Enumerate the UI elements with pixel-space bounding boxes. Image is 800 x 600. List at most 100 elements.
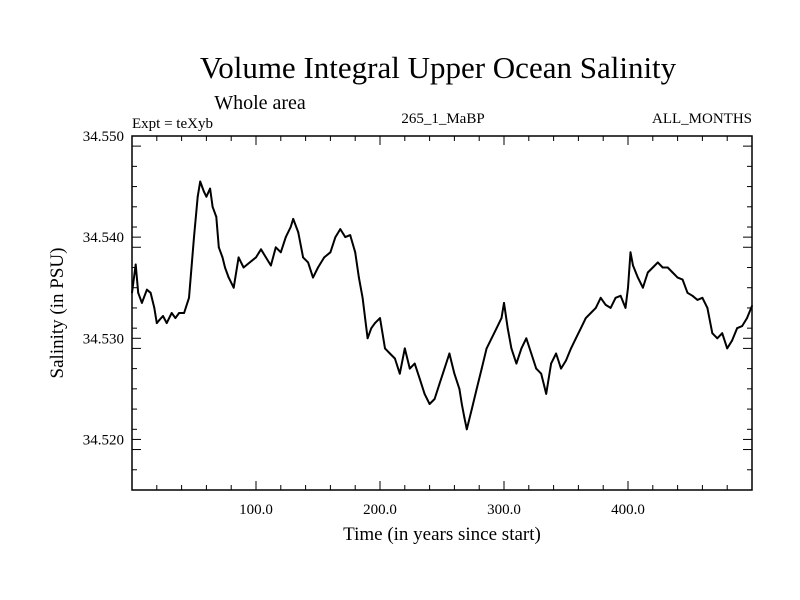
- data-point: [433, 398, 436, 400]
- data-point: [463, 416, 466, 419]
- data-point: [255, 256, 257, 259]
- data-point: [137, 291, 140, 294]
- data-point: [614, 296, 617, 299]
- data-point: [205, 195, 208, 198]
- data-point: [681, 278, 684, 281]
- data-point: [211, 205, 214, 208]
- data-point: [384, 347, 386, 350]
- data-point: [413, 362, 416, 365]
- data-point: [196, 195, 199, 198]
- data-point: [374, 322, 376, 324]
- data-point: [460, 403, 463, 405]
- data-point: [560, 367, 562, 370]
- y-tick-label: 34.550: [83, 129, 124, 145]
- data-point: [565, 359, 567, 362]
- data-point: [183, 312, 186, 314]
- data-point: [550, 362, 552, 365]
- annotation-right: ALL_MONTHS: [652, 111, 752, 127]
- data-point: [289, 226, 292, 228]
- data-point: [470, 408, 473, 410]
- data-point: [520, 347, 523, 350]
- data-point: [721, 332, 724, 335]
- data-point: [609, 307, 612, 309]
- data-point: [279, 251, 282, 254]
- data-point: [174, 317, 177, 319]
- data-point: [155, 322, 158, 324]
- data-point: [671, 271, 674, 274]
- data-point: [495, 327, 498, 330]
- data-point: [394, 357, 396, 360]
- data-point: [165, 322, 168, 324]
- data-point: [349, 234, 352, 237]
- data-point: [741, 325, 743, 327]
- x-tick-label: 100.0: [239, 502, 273, 518]
- data-point: [190, 266, 193, 269]
- data-point: [224, 266, 226, 269]
- data-point: [312, 276, 314, 279]
- data-point: [178, 312, 181, 314]
- data-point: [323, 256, 326, 259]
- data-point: [651, 266, 654, 269]
- data-point: [334, 236, 337, 239]
- data-point: [696, 299, 699, 301]
- data-point: [584, 317, 587, 319]
- data-point: [711, 332, 714, 335]
- data-point: [490, 337, 493, 340]
- data-point: [292, 218, 295, 220]
- data-point: [580, 327, 582, 330]
- data-point: [284, 236, 287, 239]
- data-point: [215, 216, 218, 218]
- data-point: [418, 377, 421, 380]
- data-point: [403, 347, 406, 350]
- data-point: [232, 286, 235, 289]
- data-point: [589, 312, 592, 314]
- data-point: [530, 352, 533, 355]
- data-point: [599, 296, 602, 299]
- data-point: [594, 307, 597, 309]
- data-point: [193, 236, 195, 239]
- data-point: [465, 428, 468, 431]
- data-point: [458, 388, 461, 390]
- data-point: [525, 337, 528, 340]
- data-point: [329, 251, 332, 254]
- y-tick-label: 34.540: [83, 230, 124, 246]
- data-point: [217, 246, 220, 249]
- data-point: [248, 261, 251, 264]
- plot-frame: [131, 135, 753, 491]
- chart-subtitle: Whole area: [214, 92, 306, 114]
- data-point: [506, 327, 509, 330]
- data-point: [627, 286, 629, 289]
- data-point: [370, 327, 373, 330]
- data-point: [448, 352, 451, 355]
- x-axis-label: Time (in years since start): [343, 524, 541, 545]
- data-point: [149, 291, 152, 294]
- data-point: [170, 312, 173, 314]
- data-point: [624, 307, 627, 309]
- data-point: [726, 347, 729, 350]
- chart-title: Volume Integral Upper Ocean Salinity: [200, 50, 677, 85]
- data-point: [227, 276, 230, 279]
- data-point: [134, 263, 137, 266]
- y-tick-label: 34.520: [83, 432, 124, 448]
- data-point: [153, 307, 156, 309]
- data-point: [453, 372, 456, 375]
- y-axis-ticks: 34.520 34.530 34.540 34.550: [83, 129, 752, 471]
- data-point: [423, 393, 426, 395]
- data-point: [242, 266, 245, 269]
- data-point: [389, 352, 391, 355]
- data-point: [500, 317, 503, 319]
- data-point: [274, 246, 277, 249]
- data-point: [676, 276, 679, 279]
- data-point: [443, 367, 446, 370]
- x-axis-ticks: 100.0 200.0 300.0 400.0: [156, 136, 728, 518]
- x-tick-label: 200.0: [363, 502, 397, 518]
- data-point: [162, 315, 164, 317]
- data-point: [646, 271, 649, 274]
- series-layer: [131, 180, 753, 431]
- data-point: [545, 393, 548, 395]
- y-tick-label: 34.530: [83, 331, 124, 347]
- data-point: [485, 347, 488, 350]
- data-point: [475, 388, 478, 390]
- data-point: [270, 264, 272, 267]
